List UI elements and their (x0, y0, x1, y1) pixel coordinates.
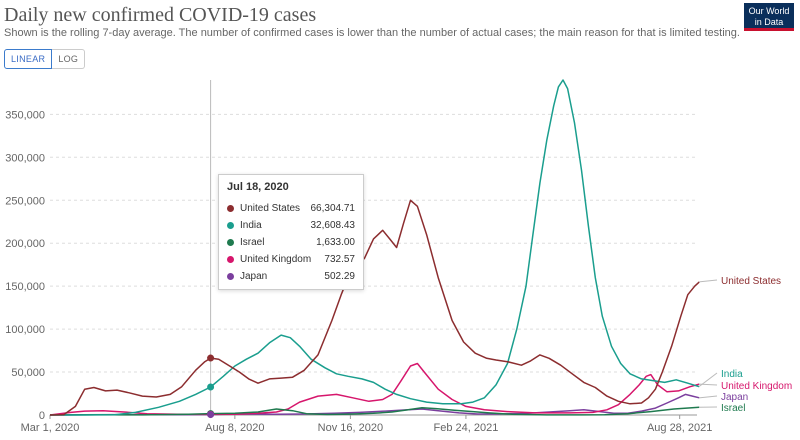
tooltip-row: United Kingdom 732.57 (227, 251, 355, 268)
x-tick-label: Nov 16, 2020 (318, 422, 383, 434)
legend-dot (227, 222, 234, 229)
tooltip-series-name: United States (240, 203, 301, 214)
legend-dot (227, 273, 234, 280)
tooltip-series-value: 732.57 (324, 254, 355, 265)
tooltip-series-name: Israel (240, 237, 265, 248)
hover-point (207, 383, 215, 391)
end-label-connector (698, 395, 718, 399)
tooltip-row: India 32,608.43 (227, 217, 355, 234)
scale-toggle: LINEAR LOG (4, 49, 86, 69)
end-label-connector (698, 279, 718, 283)
x-tick-label: Aug 8, 2020 (205, 422, 264, 434)
end-label: India (721, 369, 743, 380)
x-tick-label: Mar 1, 2020 (21, 422, 80, 434)
series-line-india (50, 79, 700, 416)
tooltip-series-value: 1,633.00 (316, 237, 355, 248)
tooltip-row: Israel 1,633.00 (227, 234, 355, 251)
series-line-japan (49, 393, 700, 416)
y-tick-label: 50,000 (11, 367, 45, 379)
x-tick-label: Feb 24, 2021 (434, 422, 499, 434)
logo-line1: Our World (748, 6, 790, 16)
tooltip-series-name: United Kingdom (240, 254, 312, 265)
y-tick-label: 300,000 (5, 152, 45, 164)
end-label: United Kingdom (721, 381, 792, 392)
logo-accent-bar (744, 28, 794, 31)
tooltip-series-value: 66,304.71 (310, 203, 356, 214)
y-tick-label: 100,000 (5, 324, 45, 336)
series-line-united-kingdom (49, 362, 700, 416)
y-tick-label: 200,000 (5, 238, 45, 250)
tooltip-series-value: 32,608.43 (310, 220, 356, 231)
chart-title: Daily new confirmed COVID-19 cases (4, 4, 317, 26)
end-label-connector (698, 383, 718, 386)
tooltip-series-value: 502.29 (324, 271, 355, 282)
legend-dot (227, 239, 234, 246)
logo-line2: in Data (754, 17, 784, 27)
y-tick-label: 250,000 (5, 195, 45, 207)
series-line-israel (49, 406, 700, 416)
end-label: United States (721, 276, 781, 287)
linear-scale-button[interactable]: LINEAR (4, 49, 53, 69)
owid-logo[interactable]: Our World in Data (744, 3, 794, 31)
hover-tooltip: Jul 18, 2020 United States 66,304.71 Ind… (218, 174, 364, 290)
tooltip-series-name: India (240, 220, 262, 231)
tooltip-row: Japan 502.29 (227, 268, 355, 285)
legend-dot (227, 256, 234, 263)
y-tick-label: 350,000 (5, 109, 45, 121)
series-line-united-states (49, 199, 700, 416)
end-label: Israel (721, 403, 745, 414)
tooltip-date: Jul 18, 2020 (227, 181, 289, 193)
hover-point (207, 354, 215, 362)
tooltip-row: United States 66,304.71 (227, 200, 355, 217)
chart-subtitle: Shown is the rolling 7-day average. The … (4, 27, 740, 39)
y-tick-label: 0 (39, 410, 45, 422)
legend-dot (227, 205, 234, 212)
hover-point (207, 411, 215, 419)
log-scale-button[interactable]: LOG (52, 49, 86, 69)
x-tick-label: Aug 28, 2021 (647, 422, 712, 434)
y-tick-label: 150,000 (5, 281, 45, 293)
end-label: Japan (721, 392, 748, 403)
tooltip-series-name: Japan (240, 271, 268, 282)
